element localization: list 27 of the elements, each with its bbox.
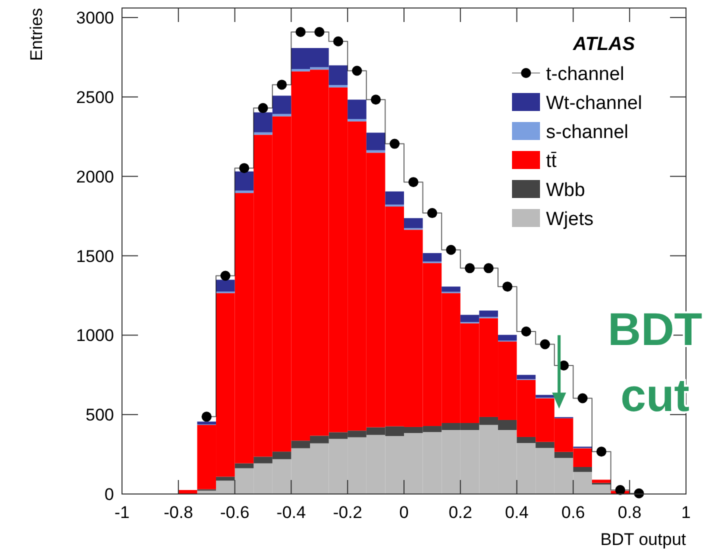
y-tick-label: 1500 bbox=[76, 246, 114, 266]
x-tick-label: -0.2 bbox=[332, 503, 362, 522]
x-tick-label: 0 bbox=[399, 503, 409, 522]
y-tick-label: 3000 bbox=[76, 8, 114, 28]
y-axis-title: Entries bbox=[27, 8, 46, 61]
x-tick-label: -0.6 bbox=[220, 503, 250, 522]
y-tick-label: 1000 bbox=[76, 326, 114, 346]
legend-label: Wbb bbox=[546, 180, 586, 201]
x-tick-label: 0.4 bbox=[504, 503, 529, 522]
y-tick-label: 2500 bbox=[76, 88, 114, 107]
legend-label: s-channel bbox=[546, 122, 628, 143]
x-tick-label: 0.6 bbox=[561, 503, 586, 522]
x-tick-label: -0.8 bbox=[164, 503, 194, 522]
x-axis-title: BDT output bbox=[600, 530, 686, 549]
legend-label: Wt-channel bbox=[546, 93, 642, 114]
y-tick-label: 2000 bbox=[76, 167, 114, 186]
y-tick-label: 0 bbox=[104, 485, 114, 504]
legend-label: t-channel bbox=[546, 64, 624, 85]
x-tick-label: 0.2 bbox=[448, 503, 472, 522]
y-tick-label: 500 bbox=[86, 406, 114, 425]
x-tick-label: -0.4 bbox=[276, 503, 306, 522]
annotation: ATLAS bbox=[572, 34, 636, 55]
x-tick-label: 1 bbox=[681, 503, 691, 522]
x-tick-label: -1 bbox=[114, 503, 130, 522]
legend-label: Wjets bbox=[546, 209, 594, 230]
x-tick-label: 0.8 bbox=[618, 503, 642, 522]
legend-label: tt̄ bbox=[546, 151, 558, 172]
